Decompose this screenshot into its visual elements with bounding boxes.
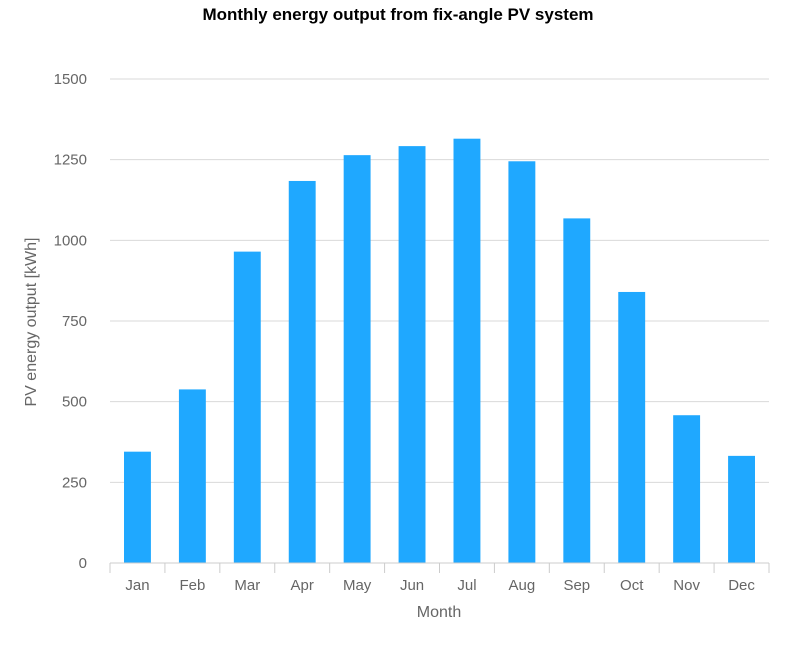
- chart-title: Monthly energy output from fix-angle PV …: [202, 5, 594, 24]
- y-tick-label: 500: [62, 394, 87, 411]
- x-tick-label: Sep: [563, 577, 590, 594]
- bar-feb: [178, 389, 206, 563]
- x-axis-title: Month: [417, 604, 461, 621]
- y-axis-title: PV energy output [kWh]: [23, 238, 40, 407]
- x-tick-label: Dec: [728, 577, 755, 594]
- bar-nov: [673, 415, 701, 563]
- y-tick-label: 1000: [54, 232, 87, 249]
- bar-aug: [508, 161, 536, 563]
- x-tick-label: May: [343, 577, 372, 594]
- bar-oct: [618, 291, 646, 563]
- bar-apr: [288, 180, 316, 564]
- x-tick-label: Oct: [620, 577, 644, 594]
- bar-jul: [453, 138, 481, 563]
- x-tick-label: Aug: [509, 577, 536, 594]
- bar-mar: [233, 251, 261, 564]
- grid-layer: [110, 78, 769, 483]
- y-tick-label: 250: [62, 474, 87, 491]
- y-tick-label: 750: [62, 313, 87, 330]
- x-tick-label: Mar: [234, 577, 260, 594]
- x-tick-label: Apr: [291, 577, 314, 594]
- x-tick-label: Nov: [673, 577, 700, 594]
- y-tick-label: 1250: [54, 152, 87, 169]
- bar-jan: [124, 451, 151, 563]
- x-tick-label: Jul: [457, 577, 476, 594]
- bar-jun: [398, 146, 426, 563]
- x-tick-label: Feb: [179, 577, 205, 594]
- y-tick-label: 0: [79, 555, 87, 572]
- bar-dec: [728, 455, 755, 563]
- y-tick-label: 1500: [54, 71, 87, 88]
- bar-layer: [124, 138, 755, 564]
- bar-sep: [563, 218, 591, 563]
- bar-may: [343, 155, 371, 563]
- x-tick-label: Jun: [400, 577, 424, 594]
- axis-layer: 0 250 500 750 1000 1250 1500 Jan Feb Mar Apr May Jun…: [54, 71, 770, 594]
- x-tick-label: Jan: [125, 577, 149, 594]
